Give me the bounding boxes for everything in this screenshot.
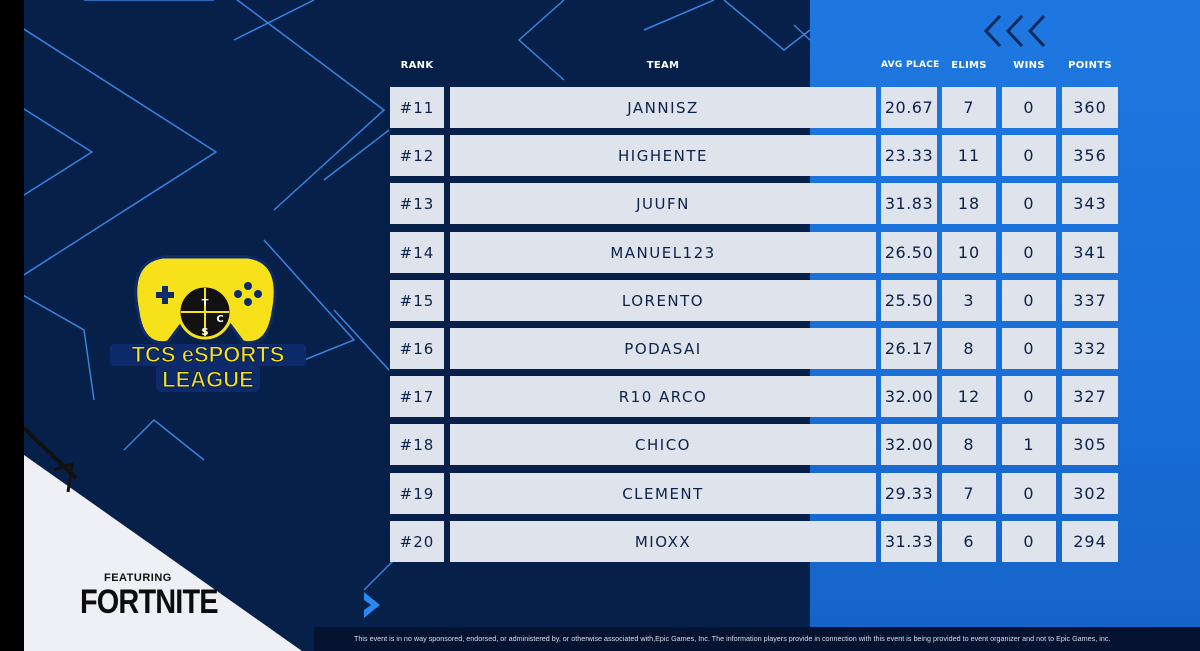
featuring-label: FEATURING: [104, 572, 172, 584]
row-points-cell: 332: [1062, 328, 1118, 369]
row-points-cell: 341: [1062, 232, 1118, 273]
row-team-cell: LORENTO: [450, 280, 876, 321]
row-team-cell: CHICO: [450, 424, 876, 465]
row-wins-cell: 0: [1002, 183, 1056, 224]
row-points-cell: 360: [1062, 87, 1118, 128]
row-avg-cell: 32.00: [881, 376, 937, 417]
row-rank-cell: #19: [390, 473, 444, 514]
fortnite-wordmark: FORTNITE: [80, 583, 219, 621]
row-points-cell: 343: [1062, 183, 1118, 224]
header-wins: WINS: [1013, 60, 1045, 71]
logo-letter-c: C: [216, 314, 223, 325]
row-elims-cell: 18: [942, 183, 996, 224]
row-points-cell: 327: [1062, 376, 1118, 417]
row-team-cell: MANUEL123: [450, 232, 876, 273]
row-avg-cell: 31.33: [881, 521, 937, 562]
row-points-cell: 294: [1062, 521, 1118, 562]
row-team-cell: JANNISZ: [450, 87, 876, 128]
chevron-right-icon: [364, 592, 380, 618]
white-corner-shape: [24, 426, 302, 651]
row-avg-cell: 31.83: [881, 183, 937, 224]
row-elims-cell: 7: [942, 473, 996, 514]
row-wins-cell: 0: [1002, 376, 1056, 417]
row-rank-cell: #15: [390, 280, 444, 321]
header-points: POINTS: [1068, 60, 1112, 71]
row-team-cell: MIOXX: [450, 521, 876, 562]
row-team-cell: PODASAI: [450, 328, 876, 369]
tcs-esports-league-logo: T C S TCS eSPORTS LEAGUE: [110, 255, 306, 393]
logo-letter-t: T: [202, 298, 209, 309]
leaderboard-graphic: T C S TCS eSPORTS LEAGUE RANK TEAM AVG P…: [24, 0, 1200, 651]
row-elims-cell: 8: [942, 328, 996, 369]
row-rank-cell: #16: [390, 328, 444, 369]
row-rank-cell: #14: [390, 232, 444, 273]
row-avg-cell: 26.17: [881, 328, 937, 369]
row-avg-cell: 26.50: [881, 232, 937, 273]
row-rank-cell: #11: [390, 87, 444, 128]
row-elims-cell: 11: [942, 135, 996, 176]
row-avg-cell: 20.67: [881, 87, 937, 128]
row-points-cell: 305: [1062, 424, 1118, 465]
row-wins-cell: 0: [1002, 280, 1056, 321]
row-avg-cell: 32.00: [881, 424, 937, 465]
row-team-cell: JUUFN: [450, 183, 876, 224]
row-wins-cell: 0: [1002, 135, 1056, 176]
background-chevron-lines: [24, 0, 811, 591]
row-rank-cell: #12: [390, 135, 444, 176]
row-avg-cell: 25.50: [881, 280, 937, 321]
row-elims-cell: 3: [942, 280, 996, 321]
row-points-cell: 356: [1062, 135, 1118, 176]
row-elims-cell: 8: [942, 424, 996, 465]
row-wins-cell: 0: [1002, 328, 1056, 369]
footer-bar: [314, 627, 1200, 651]
header-team: TEAM: [646, 60, 680, 71]
header-rank: RANK: [400, 60, 434, 71]
disclaimer-text: This event is in no way sponsored, endor…: [354, 634, 1111, 643]
logo-line1: TCS eSPORTS: [132, 342, 285, 367]
row-elims-cell: 6: [942, 521, 996, 562]
row-elims-cell: 10: [942, 232, 996, 273]
row-elims-cell: 7: [942, 87, 996, 128]
logo-line2: LEAGUE: [162, 367, 254, 392]
row-wins-cell: 0: [1002, 232, 1056, 273]
row-team-cell: CLEMENT: [450, 473, 876, 514]
row-rank-cell: #18: [390, 424, 444, 465]
row-wins-cell: 0: [1002, 521, 1056, 562]
header-elims: ELIMS: [951, 60, 987, 71]
row-rank-cell: #17: [390, 376, 444, 417]
header-avg-place: AVG PLACE: [881, 60, 940, 70]
row-rank-cell: #20: [390, 521, 444, 562]
triple-chevron-left-icon: [983, 14, 1046, 48]
logo-letter-s: S: [201, 327, 208, 338]
row-elims-cell: 12: [942, 376, 996, 417]
row-points-cell: 337: [1062, 280, 1118, 321]
row-team-cell: HIGHENTE: [450, 135, 876, 176]
row-points-cell: 302: [1062, 473, 1118, 514]
row-avg-cell: 29.33: [881, 473, 937, 514]
row-wins-cell: 1: [1002, 424, 1056, 465]
row-team-cell: R10 ARCO: [450, 376, 876, 417]
row-avg-cell: 23.33: [881, 135, 937, 176]
row-rank-cell: #13: [390, 183, 444, 224]
row-wins-cell: 0: [1002, 473, 1056, 514]
row-wins-cell: 0: [1002, 87, 1056, 128]
